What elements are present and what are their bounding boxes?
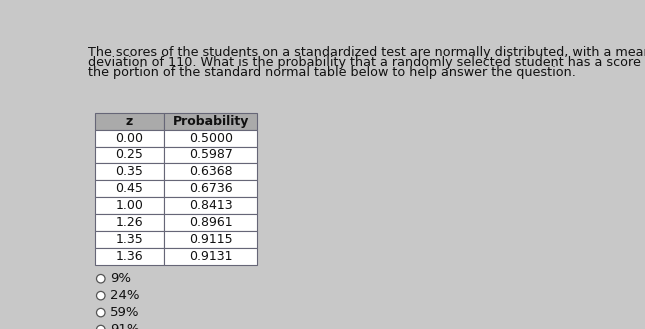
Bar (95, 248, 164, 265)
Text: 0.8961: 0.8961 (189, 216, 233, 229)
Bar (95, 130, 164, 146)
Bar (164, 146, 257, 164)
Text: 1.36: 1.36 (115, 250, 143, 263)
Text: 0.6736: 0.6736 (189, 182, 233, 195)
Text: 24%: 24% (110, 289, 139, 302)
Circle shape (97, 291, 105, 300)
Bar (164, 164, 257, 180)
Text: 0.45: 0.45 (115, 182, 143, 195)
Bar (164, 113, 257, 130)
Text: 0.00: 0.00 (115, 132, 143, 144)
Text: 1.35: 1.35 (115, 233, 143, 246)
Text: 0.35: 0.35 (115, 165, 143, 178)
Text: 0.5000: 0.5000 (189, 132, 233, 144)
Bar (164, 130, 257, 146)
Text: the portion of the standard normal table below to help answer the question.: the portion of the standard normal table… (88, 66, 576, 79)
Bar (164, 214, 257, 231)
Text: 1.26: 1.26 (115, 216, 143, 229)
Bar (164, 231, 257, 248)
Bar (95, 180, 164, 197)
Circle shape (97, 308, 105, 317)
Text: 91%: 91% (110, 323, 139, 329)
Text: 0.9115: 0.9115 (189, 233, 233, 246)
Bar (164, 180, 257, 197)
Text: 1.00: 1.00 (115, 199, 143, 212)
Bar (95, 214, 164, 231)
Text: 0.25: 0.25 (115, 148, 143, 162)
Text: deviation of 110. What is the probability that a randomly selected student has a: deviation of 110. What is the probabilit… (88, 56, 645, 69)
Text: 0.9131: 0.9131 (189, 250, 233, 263)
Text: z: z (126, 114, 133, 128)
Text: 0.6368: 0.6368 (189, 165, 233, 178)
Text: 0.8413: 0.8413 (189, 199, 233, 212)
Bar (95, 146, 164, 164)
Bar (95, 164, 164, 180)
Bar (95, 197, 164, 214)
Text: 9%: 9% (110, 272, 131, 285)
Text: 59%: 59% (110, 306, 139, 319)
Text: 0.5987: 0.5987 (189, 148, 233, 162)
Bar (164, 197, 257, 214)
Text: Probability: Probability (173, 114, 249, 128)
Bar (95, 113, 164, 130)
Text: The scores of the students on a standardized test are normally distributed, with: The scores of the students on a standard… (88, 46, 645, 59)
Bar (95, 231, 164, 248)
Circle shape (97, 274, 105, 283)
Bar (164, 248, 257, 265)
Circle shape (97, 325, 105, 329)
